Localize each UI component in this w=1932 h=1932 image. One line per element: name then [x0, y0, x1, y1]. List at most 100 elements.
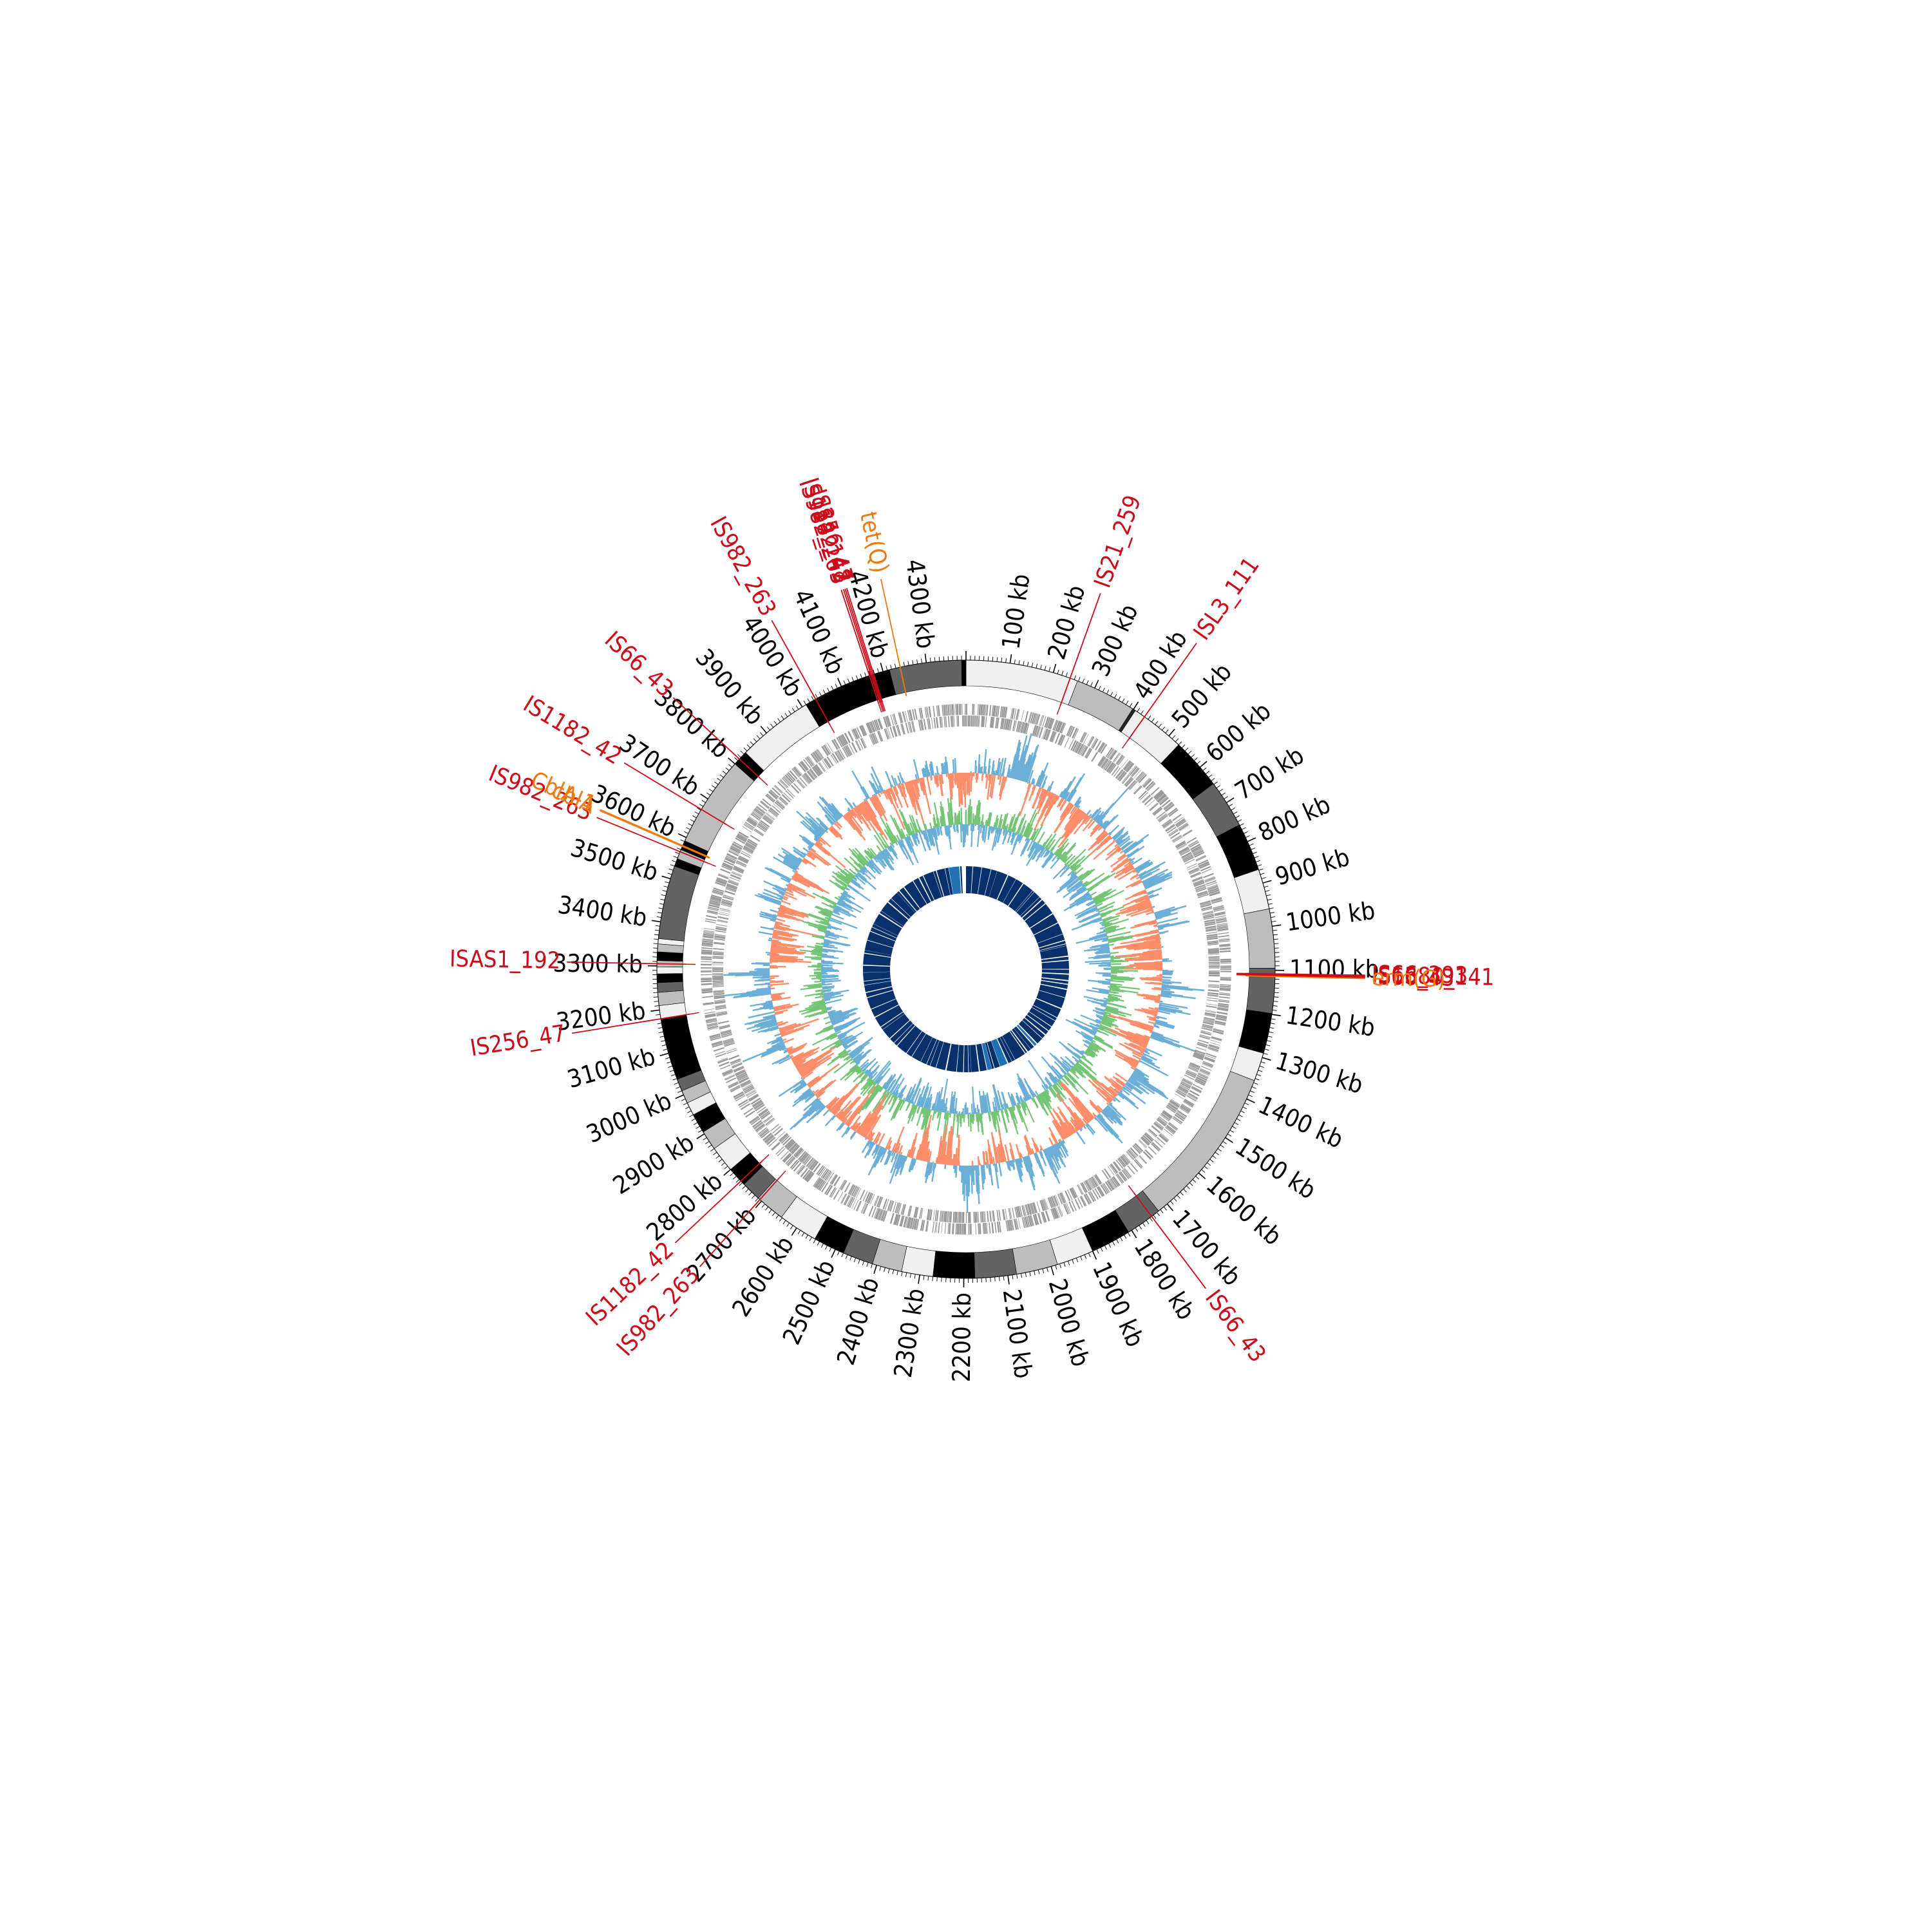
gc-bar — [1117, 1094, 1119, 1096]
gc-bar — [782, 1038, 787, 1041]
gc-skew-bar — [853, 1061, 855, 1063]
gc-skew-bar — [870, 1084, 879, 1094]
gc-bar — [989, 774, 994, 797]
gc-skew-bar — [936, 1111, 940, 1119]
gc-skew-bar — [1063, 882, 1083, 898]
gene-feature — [787, 1157, 796, 1166]
core-block — [871, 999, 899, 1017]
gc-skew-bar — [842, 1031, 864, 1045]
gc-skew-bar — [1068, 848, 1086, 867]
gc-bar — [900, 1151, 903, 1155]
gc-skew-bar — [1057, 1081, 1066, 1092]
gc-skew-bar — [976, 824, 981, 848]
gene-feature — [977, 704, 979, 715]
gc-skew-bar — [1096, 1016, 1103, 1019]
gc-skew-bar — [1004, 829, 1007, 833]
gc-skew-bar — [1003, 826, 1006, 830]
gc-skew-bar — [893, 1095, 896, 1098]
gc-bar — [773, 914, 777, 917]
gc-skew-bar — [981, 825, 985, 838]
gc-skew-bar — [1052, 1085, 1065, 1102]
gc-skew-bar — [1090, 908, 1099, 913]
gc-skew-bar — [1080, 872, 1092, 882]
gc-bar — [1128, 1043, 1145, 1052]
gc-skew-bar — [1107, 999, 1113, 1002]
gc-skew-bar — [1028, 842, 1038, 858]
gc-skew-bar — [1094, 1036, 1113, 1048]
gc-skew-bar — [1065, 1047, 1081, 1060]
gc-skew-bar — [866, 1069, 872, 1075]
gc-skew-bar — [1033, 824, 1044, 842]
gc-skew-bar — [1110, 985, 1119, 989]
gc-bar — [1130, 1023, 1153, 1032]
gc-bar — [1115, 1072, 1128, 1083]
gc-skew-bar — [1004, 825, 1007, 830]
gc-bar — [1158, 920, 1190, 929]
gene-feature — [963, 1223, 965, 1235]
gc-bar — [1082, 813, 1088, 820]
gc-skew-bar — [1025, 837, 1028, 842]
gc-bar — [1086, 810, 1092, 815]
gc-bar — [784, 887, 788, 890]
gc-skew-bar — [862, 1061, 873, 1072]
gc-skew-bar — [826, 1033, 837, 1040]
core-block — [989, 871, 1008, 900]
gc-bar — [1116, 846, 1120, 849]
gc-skew-bar — [905, 837, 912, 850]
gc-skew-bar — [1064, 1075, 1076, 1088]
gc-skew-bar — [911, 830, 914, 835]
gc-skew-bar — [1105, 927, 1117, 931]
gc-skew-bar — [860, 1064, 866, 1070]
gc-bar — [1161, 988, 1171, 991]
gc-skew-bar — [1084, 1051, 1092, 1057]
gc-skew-bar — [997, 828, 1001, 835]
gc-skew-bar — [840, 1052, 848, 1059]
gc-skew-bar — [904, 1086, 913, 1101]
gene-feature — [743, 1108, 753, 1115]
core-block — [1009, 884, 1033, 911]
gc-skew-bar — [840, 892, 843, 895]
gc-bar — [1067, 773, 1086, 802]
core-block — [891, 893, 916, 917]
gc-bar — [1056, 795, 1060, 801]
gene-feature — [1182, 829, 1193, 837]
gene-feature — [955, 1223, 957, 1235]
gc-bar — [1135, 896, 1150, 904]
gc-skew-bar — [1003, 1103, 1007, 1109]
gc-skew-bar — [821, 902, 835, 909]
gene-feature — [1172, 813, 1182, 822]
gc-skew-bar — [927, 1094, 933, 1110]
gc-skew-bar — [900, 839, 911, 859]
gc-skew-bar — [893, 1077, 905, 1096]
gene-feature — [953, 704, 955, 715]
gc-skew-bar — [978, 802, 981, 825]
gc-skew-bar — [869, 860, 872, 864]
gc-skew-bar — [860, 1075, 868, 1084]
core-block — [985, 1042, 994, 1069]
gc-skew-bar — [824, 907, 833, 913]
gc-skew-bar — [1103, 918, 1119, 925]
gc-skew-bar — [851, 1049, 862, 1059]
gc-skew-bar — [821, 975, 839, 978]
gc-bar — [954, 773, 957, 785]
gc-skew-bar — [845, 875, 852, 882]
gc-skew-bar — [882, 1090, 887, 1095]
gc-skew-bar — [853, 1054, 862, 1062]
gc-skew-bar — [1076, 885, 1085, 892]
gc-skew-bar — [909, 822, 916, 835]
gc-skew-bar — [1061, 1069, 1066, 1075]
gc-skew-bar — [1110, 963, 1122, 965]
gc-skew-bar — [831, 1012, 855, 1023]
gc-bar — [768, 937, 772, 940]
gc-skew-bar — [1050, 858, 1060, 869]
gc-skew-bar — [821, 978, 826, 981]
core-block — [864, 950, 892, 958]
gc-skew-bar — [1037, 846, 1043, 853]
gene-feature — [985, 716, 987, 728]
gc-bar — [1124, 861, 1132, 867]
gc-bar — [863, 799, 866, 801]
gc-skew-bar — [1057, 853, 1063, 858]
gc-bar — [1019, 783, 1032, 817]
gc-skew-bar — [913, 1088, 922, 1105]
